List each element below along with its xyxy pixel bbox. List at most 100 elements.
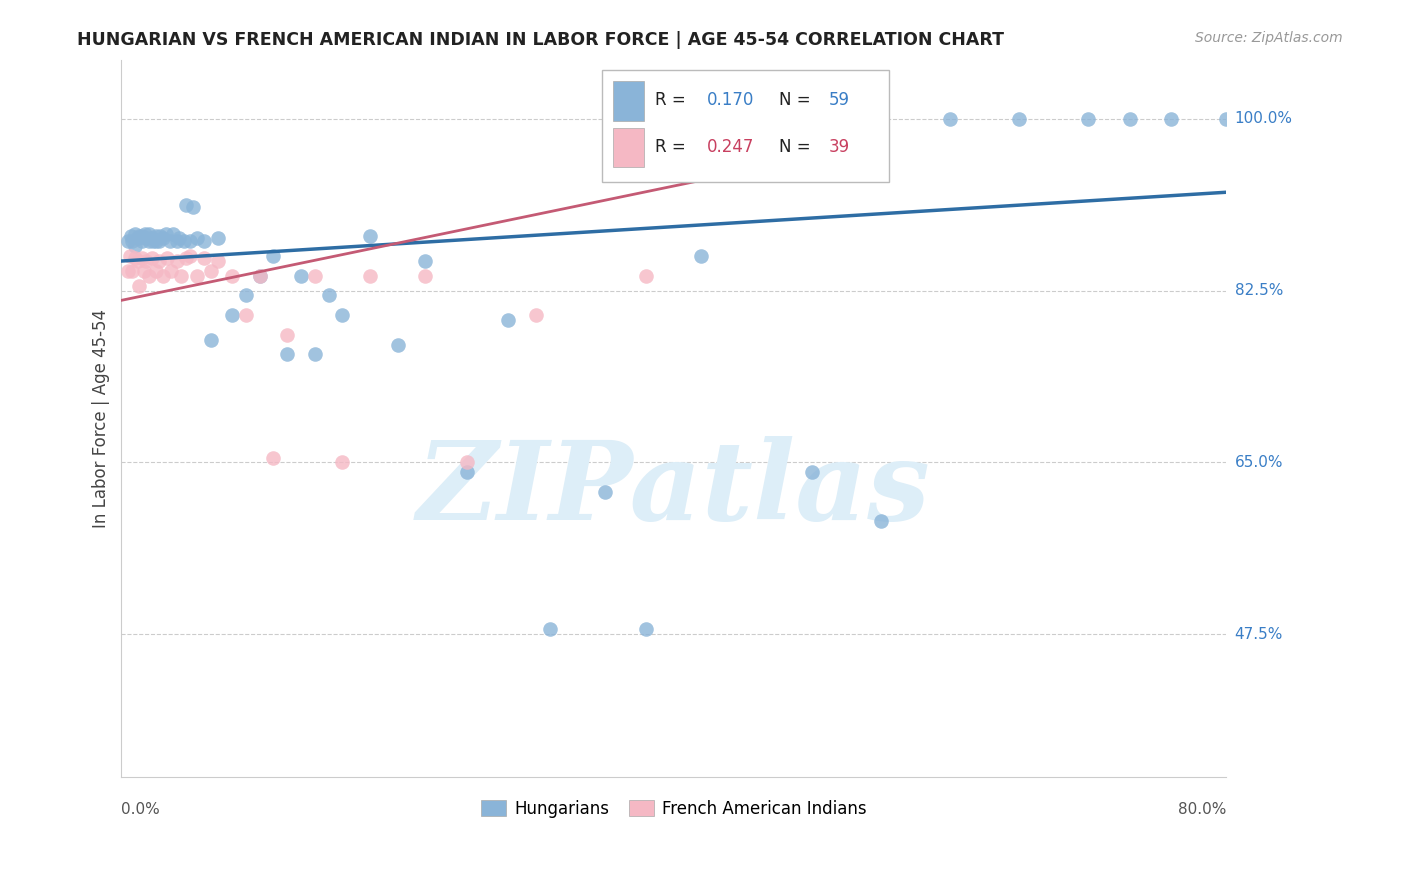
Point	[262, 450, 284, 465]
Point	[690, 249, 713, 263]
Point	[181, 200, 204, 214]
Text: R =: R =	[655, 138, 686, 156]
Text: 65.0%: 65.0%	[1234, 455, 1284, 470]
Point	[141, 231, 163, 245]
Point	[690, 112, 713, 126]
Point	[170, 268, 193, 283]
Point	[117, 235, 139, 249]
Point	[159, 235, 181, 249]
Point	[456, 465, 478, 479]
Text: R =: R =	[655, 92, 686, 110]
Point	[332, 455, 354, 469]
Point	[249, 268, 271, 283]
Point	[856, 112, 879, 126]
FancyBboxPatch shape	[613, 81, 644, 120]
Point	[121, 235, 143, 249]
Point	[186, 231, 208, 245]
Point	[276, 327, 298, 342]
Point	[318, 288, 340, 302]
Point	[636, 268, 658, 283]
Point	[456, 455, 478, 469]
Point	[145, 264, 167, 278]
Point	[870, 515, 893, 529]
Point	[1215, 112, 1237, 126]
Point	[636, 623, 658, 637]
Point	[124, 239, 146, 253]
Point	[200, 333, 222, 347]
Point	[138, 227, 160, 242]
Point	[1077, 112, 1099, 126]
Point	[121, 264, 143, 278]
Point	[200, 264, 222, 278]
Text: 0.247: 0.247	[707, 138, 755, 156]
Text: N =: N =	[779, 92, 810, 110]
Point	[413, 254, 436, 268]
Point	[939, 112, 962, 126]
Point	[207, 254, 229, 268]
Point	[127, 231, 149, 245]
Text: 39: 39	[828, 138, 849, 156]
Point	[141, 251, 163, 265]
Point	[135, 231, 157, 245]
Point	[176, 251, 198, 265]
Point	[359, 268, 381, 283]
Point	[176, 198, 198, 212]
FancyBboxPatch shape	[613, 128, 644, 167]
Point	[524, 308, 547, 322]
Point	[166, 254, 188, 268]
Point	[117, 264, 139, 278]
Point	[149, 229, 172, 244]
Point	[124, 227, 146, 242]
Point	[538, 623, 561, 637]
Point	[128, 229, 150, 244]
Point	[128, 278, 150, 293]
Point	[152, 231, 174, 245]
Text: 0.170: 0.170	[707, 92, 755, 110]
Point	[120, 229, 142, 244]
Point	[207, 231, 229, 245]
Text: 59: 59	[828, 92, 849, 110]
Point	[127, 254, 149, 268]
Point	[186, 268, 208, 283]
Point	[145, 235, 167, 249]
Point	[156, 251, 179, 265]
Legend: Hungarians, French American Indians: Hungarians, French American Indians	[472, 791, 876, 826]
Text: HUNGARIAN VS FRENCH AMERICAN INDIAN IN LABOR FORCE | AGE 45-54 CORRELATION CHART: HUNGARIAN VS FRENCH AMERICAN INDIAN IN L…	[77, 31, 1004, 49]
Point	[155, 227, 177, 242]
Point	[132, 264, 155, 278]
Point	[290, 268, 312, 283]
Point	[1160, 112, 1182, 126]
Point	[169, 231, 191, 245]
Point	[179, 249, 201, 263]
Point	[235, 288, 257, 302]
Text: 0.0%: 0.0%	[121, 802, 160, 817]
Point	[138, 268, 160, 283]
Point	[773, 112, 796, 126]
Point	[359, 229, 381, 244]
Text: Source: ZipAtlas.com: Source: ZipAtlas.com	[1195, 31, 1343, 45]
Point	[496, 313, 519, 327]
Point	[304, 268, 326, 283]
Point	[152, 268, 174, 283]
Point	[193, 251, 215, 265]
Text: 80.0%: 80.0%	[1178, 802, 1226, 817]
Point	[387, 337, 409, 351]
Point	[138, 235, 160, 249]
Point	[276, 347, 298, 361]
Point	[179, 235, 201, 249]
Point	[173, 235, 195, 249]
Point	[332, 308, 354, 322]
Y-axis label: In Labor Force | Age 45-54: In Labor Force | Age 45-54	[93, 309, 110, 528]
Text: N =: N =	[779, 138, 810, 156]
Point	[193, 235, 215, 249]
Point	[131, 235, 153, 249]
Point	[235, 308, 257, 322]
Point	[249, 268, 271, 283]
Point	[142, 235, 165, 249]
Point	[148, 235, 170, 249]
Point	[800, 465, 823, 479]
Text: 47.5%: 47.5%	[1234, 627, 1282, 642]
Point	[166, 235, 188, 249]
Point	[118, 249, 141, 263]
Point	[162, 227, 184, 242]
